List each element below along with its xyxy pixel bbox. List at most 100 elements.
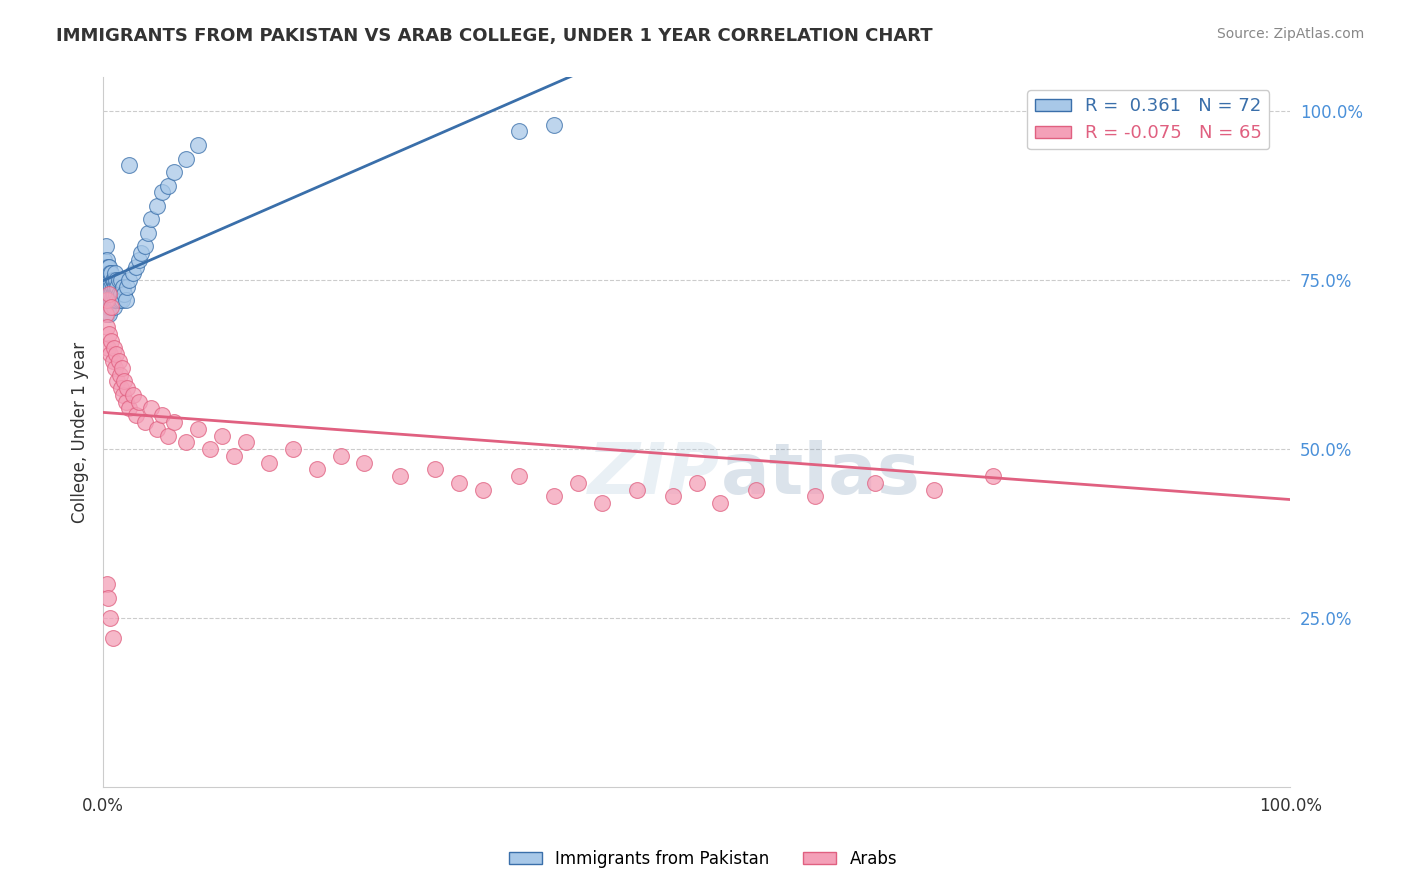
Point	[110, 286, 132, 301]
Point	[157, 428, 180, 442]
Point	[145, 199, 167, 213]
Point	[115, 381, 138, 395]
Point	[103, 273, 125, 287]
Point	[472, 483, 495, 497]
Point	[98, 286, 121, 301]
Point	[103, 300, 125, 314]
Point	[94, 293, 117, 308]
Legend: Immigrants from Pakistan, Arabs: Immigrants from Pakistan, Arabs	[502, 844, 904, 875]
Point	[922, 483, 945, 497]
Point	[101, 286, 124, 301]
Point	[100, 334, 122, 348]
Point	[662, 489, 685, 503]
Text: atlas: atlas	[720, 441, 921, 509]
Point	[134, 415, 156, 429]
Point	[96, 273, 118, 287]
Text: Source: ZipAtlas.com: Source: ZipAtlas.com	[1216, 27, 1364, 41]
Point	[104, 266, 127, 280]
Y-axis label: College, Under 1 year: College, Under 1 year	[72, 342, 89, 523]
Point	[259, 456, 281, 470]
Point	[98, 286, 121, 301]
Point	[93, 280, 115, 294]
Point	[567, 475, 589, 490]
Point	[187, 422, 209, 436]
Point	[105, 273, 128, 287]
Point	[388, 469, 411, 483]
Point	[98, 273, 121, 287]
Point	[98, 273, 121, 287]
Point	[101, 280, 124, 294]
Point	[108, 368, 131, 382]
Point	[115, 280, 138, 294]
Point	[98, 280, 121, 294]
Point	[198, 442, 221, 456]
Point	[96, 280, 118, 294]
Point	[101, 293, 124, 308]
Point	[96, 307, 118, 321]
Point	[110, 273, 132, 287]
Point	[108, 293, 131, 308]
Point	[105, 347, 128, 361]
Point	[863, 475, 886, 490]
Point	[305, 462, 328, 476]
Point	[745, 483, 768, 497]
Point	[543, 489, 565, 503]
Point	[94, 239, 117, 253]
Point	[98, 307, 121, 321]
Point	[100, 286, 122, 301]
Point	[449, 475, 471, 490]
Point	[112, 388, 135, 402]
Point	[96, 293, 118, 308]
Point	[104, 361, 127, 376]
Point	[97, 266, 120, 280]
Point	[96, 252, 118, 267]
Point	[98, 286, 121, 301]
Point	[100, 280, 122, 294]
Point	[100, 266, 122, 280]
Point	[118, 273, 141, 287]
Point	[136, 226, 159, 240]
Point	[129, 246, 152, 260]
Point	[107, 354, 129, 368]
Point	[98, 260, 121, 274]
Point	[118, 158, 141, 172]
Point	[983, 469, 1005, 483]
Point	[626, 483, 648, 497]
Point	[98, 293, 121, 308]
Point	[1042, 124, 1064, 138]
Point	[103, 286, 125, 301]
Point	[96, 266, 118, 280]
Point	[114, 375, 136, 389]
Point	[163, 415, 186, 429]
Point	[104, 280, 127, 294]
Point	[98, 347, 121, 361]
Point	[97, 341, 120, 355]
Point	[105, 375, 128, 389]
Point	[100, 293, 122, 308]
Point	[110, 381, 132, 395]
Point	[97, 591, 120, 605]
Point	[128, 252, 150, 267]
Point	[94, 260, 117, 274]
Point	[105, 280, 128, 294]
Point	[98, 611, 121, 625]
Point	[174, 435, 197, 450]
Point	[425, 462, 447, 476]
Point	[329, 449, 352, 463]
Point	[103, 341, 125, 355]
Point	[94, 273, 117, 287]
Point	[152, 186, 174, 200]
Point	[118, 401, 141, 416]
Point	[121, 388, 143, 402]
Point	[543, 118, 565, 132]
Point	[139, 212, 162, 227]
Point	[105, 286, 128, 301]
Point	[96, 286, 118, 301]
Point	[107, 273, 129, 287]
Point	[101, 354, 124, 368]
Point	[353, 456, 375, 470]
Point	[97, 286, 120, 301]
Point	[145, 422, 167, 436]
Point	[591, 496, 613, 510]
Point	[107, 286, 129, 301]
